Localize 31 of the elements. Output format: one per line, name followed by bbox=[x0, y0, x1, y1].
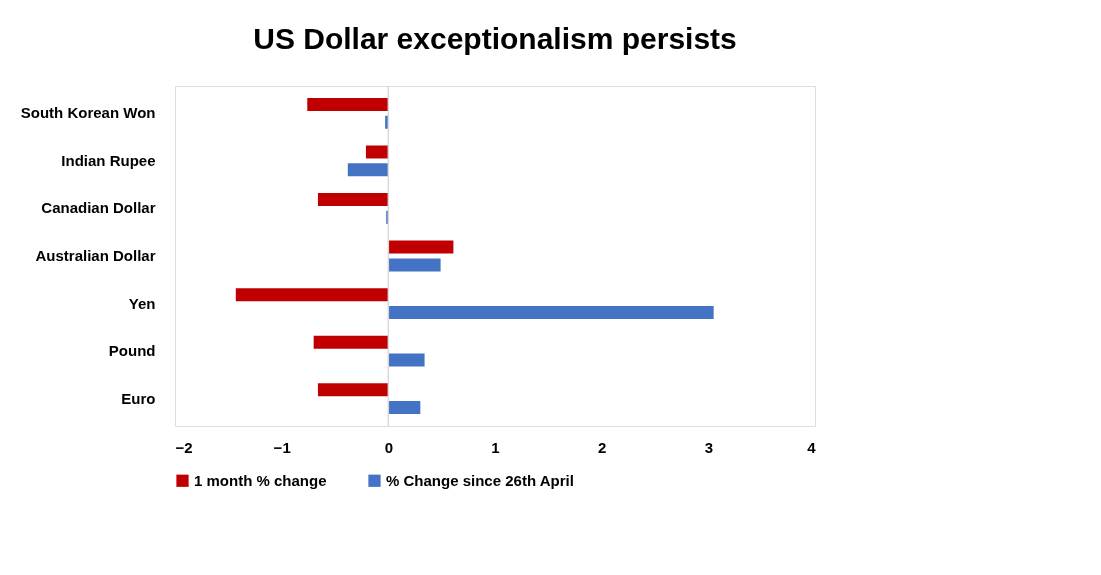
y-tick-label: South Korean Won bbox=[20, 104, 156, 122]
bar bbox=[386, 210, 389, 224]
x-tick-label: 3 bbox=[704, 438, 714, 456]
bar bbox=[307, 97, 389, 111]
y-tick-label: Indian Rupee bbox=[61, 151, 156, 169]
bar bbox=[388, 240, 454, 254]
y-tick-label: Canadian Dollar bbox=[41, 199, 156, 217]
y-tick-label: Pound bbox=[108, 342, 156, 360]
x-tick-label: 1 bbox=[491, 438, 500, 456]
bar bbox=[317, 383, 389, 397]
x-tick-label: 0 bbox=[384, 438, 394, 456]
x-tick-label: −2 bbox=[175, 438, 193, 456]
bar bbox=[317, 193, 389, 207]
bar bbox=[388, 401, 421, 415]
y-tick-label: Yen bbox=[128, 294, 156, 312]
x-tick-label: −1 bbox=[273, 438, 291, 456]
bar bbox=[313, 335, 389, 349]
legend-label: 1 month % change bbox=[194, 471, 327, 489]
y-tick-label: Euro bbox=[121, 389, 156, 407]
bar bbox=[347, 163, 389, 177]
bar bbox=[235, 288, 389, 302]
y-tick-label: Australian Dollar bbox=[35, 247, 156, 264]
bar bbox=[388, 305, 714, 319]
x-tick-label: 4 bbox=[807, 438, 817, 456]
bar bbox=[365, 145, 389, 159]
chart-title: US Dollar exceptionalism persists bbox=[253, 22, 737, 56]
bar bbox=[388, 258, 441, 272]
x-tick-label: 2 bbox=[597, 438, 607, 456]
legend-label: % Change since 26th April bbox=[386, 471, 574, 489]
bar bbox=[385, 115, 389, 129]
bar bbox=[388, 353, 425, 367]
